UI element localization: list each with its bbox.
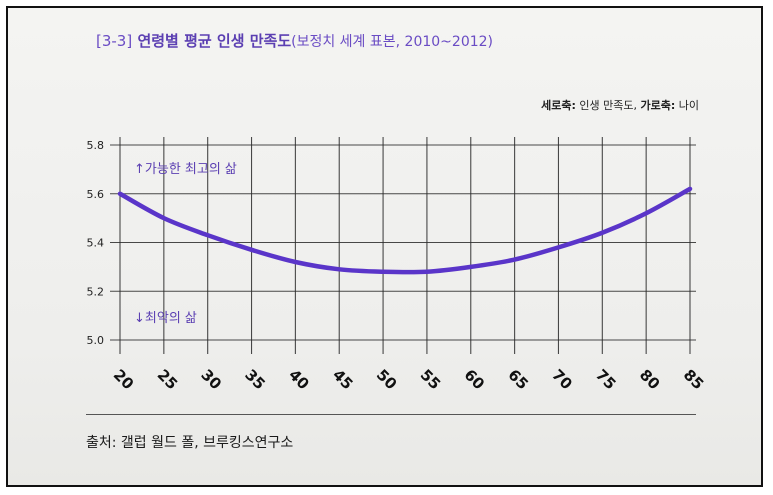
axis-note: 세로축: 인생 만족도, 가로축: 나이 bbox=[541, 97, 699, 113]
x-tick-label-13: 85 bbox=[680, 366, 707, 393]
y-tick-label-3: 5.2 bbox=[87, 285, 105, 298]
page-paper bbox=[8, 8, 761, 485]
x-tick-label-8: 60 bbox=[461, 366, 488, 393]
x-tick-label-10: 70 bbox=[548, 366, 575, 393]
annotation-best-life: ↑가능한 최고의 삶 bbox=[134, 162, 237, 177]
x-tick-label-7: 55 bbox=[417, 366, 444, 393]
y-tick-label-0: 5.8 bbox=[87, 139, 105, 152]
x-tick-label-0: 20 bbox=[110, 366, 137, 393]
x-tick-label-11: 75 bbox=[592, 366, 619, 393]
figure-subtitle: (보정치 세계 표본, 2010~2012) bbox=[291, 34, 493, 50]
x-tick-label-4: 40 bbox=[285, 366, 312, 393]
y-tick-label-2: 5.4 bbox=[87, 237, 105, 250]
x-tick-label-6: 50 bbox=[373, 366, 400, 393]
annotation-worst-life: ↓최악의 삶 bbox=[134, 311, 197, 326]
source-note: 출처: 갤럽 월드 폴, 브루킹스연구소 bbox=[86, 435, 294, 451]
x-tick-label-12: 80 bbox=[636, 366, 663, 393]
x-tick-label-3: 35 bbox=[241, 366, 268, 393]
figure-number: [3-3] bbox=[96, 32, 133, 50]
x-tick-label-9: 65 bbox=[504, 366, 531, 393]
x-tick-label-5: 45 bbox=[329, 366, 356, 393]
x-tick-label-2: 30 bbox=[197, 366, 224, 393]
y-tick-label-4: 5.0 bbox=[87, 334, 105, 347]
x-tick-label-1: 25 bbox=[154, 366, 181, 393]
y-tick-label-1: 5.6 bbox=[87, 188, 105, 201]
axis-note-y-label: 세로축: bbox=[541, 99, 576, 112]
axis-note-y: 인생 만족도, bbox=[579, 99, 637, 112]
axis-note-x: 나이 bbox=[678, 99, 699, 112]
source-divider bbox=[86, 414, 696, 415]
figure-title-text: 연령별 평균 인생 만족도 bbox=[137, 32, 292, 50]
figure-title: [3-3] 연령별 평균 인생 만족도(보정치 세계 표본, 2010~2012… bbox=[96, 30, 493, 51]
axis-note-x-label: 가로축: bbox=[640, 99, 676, 112]
series-line-0 bbox=[117, 186, 693, 275]
